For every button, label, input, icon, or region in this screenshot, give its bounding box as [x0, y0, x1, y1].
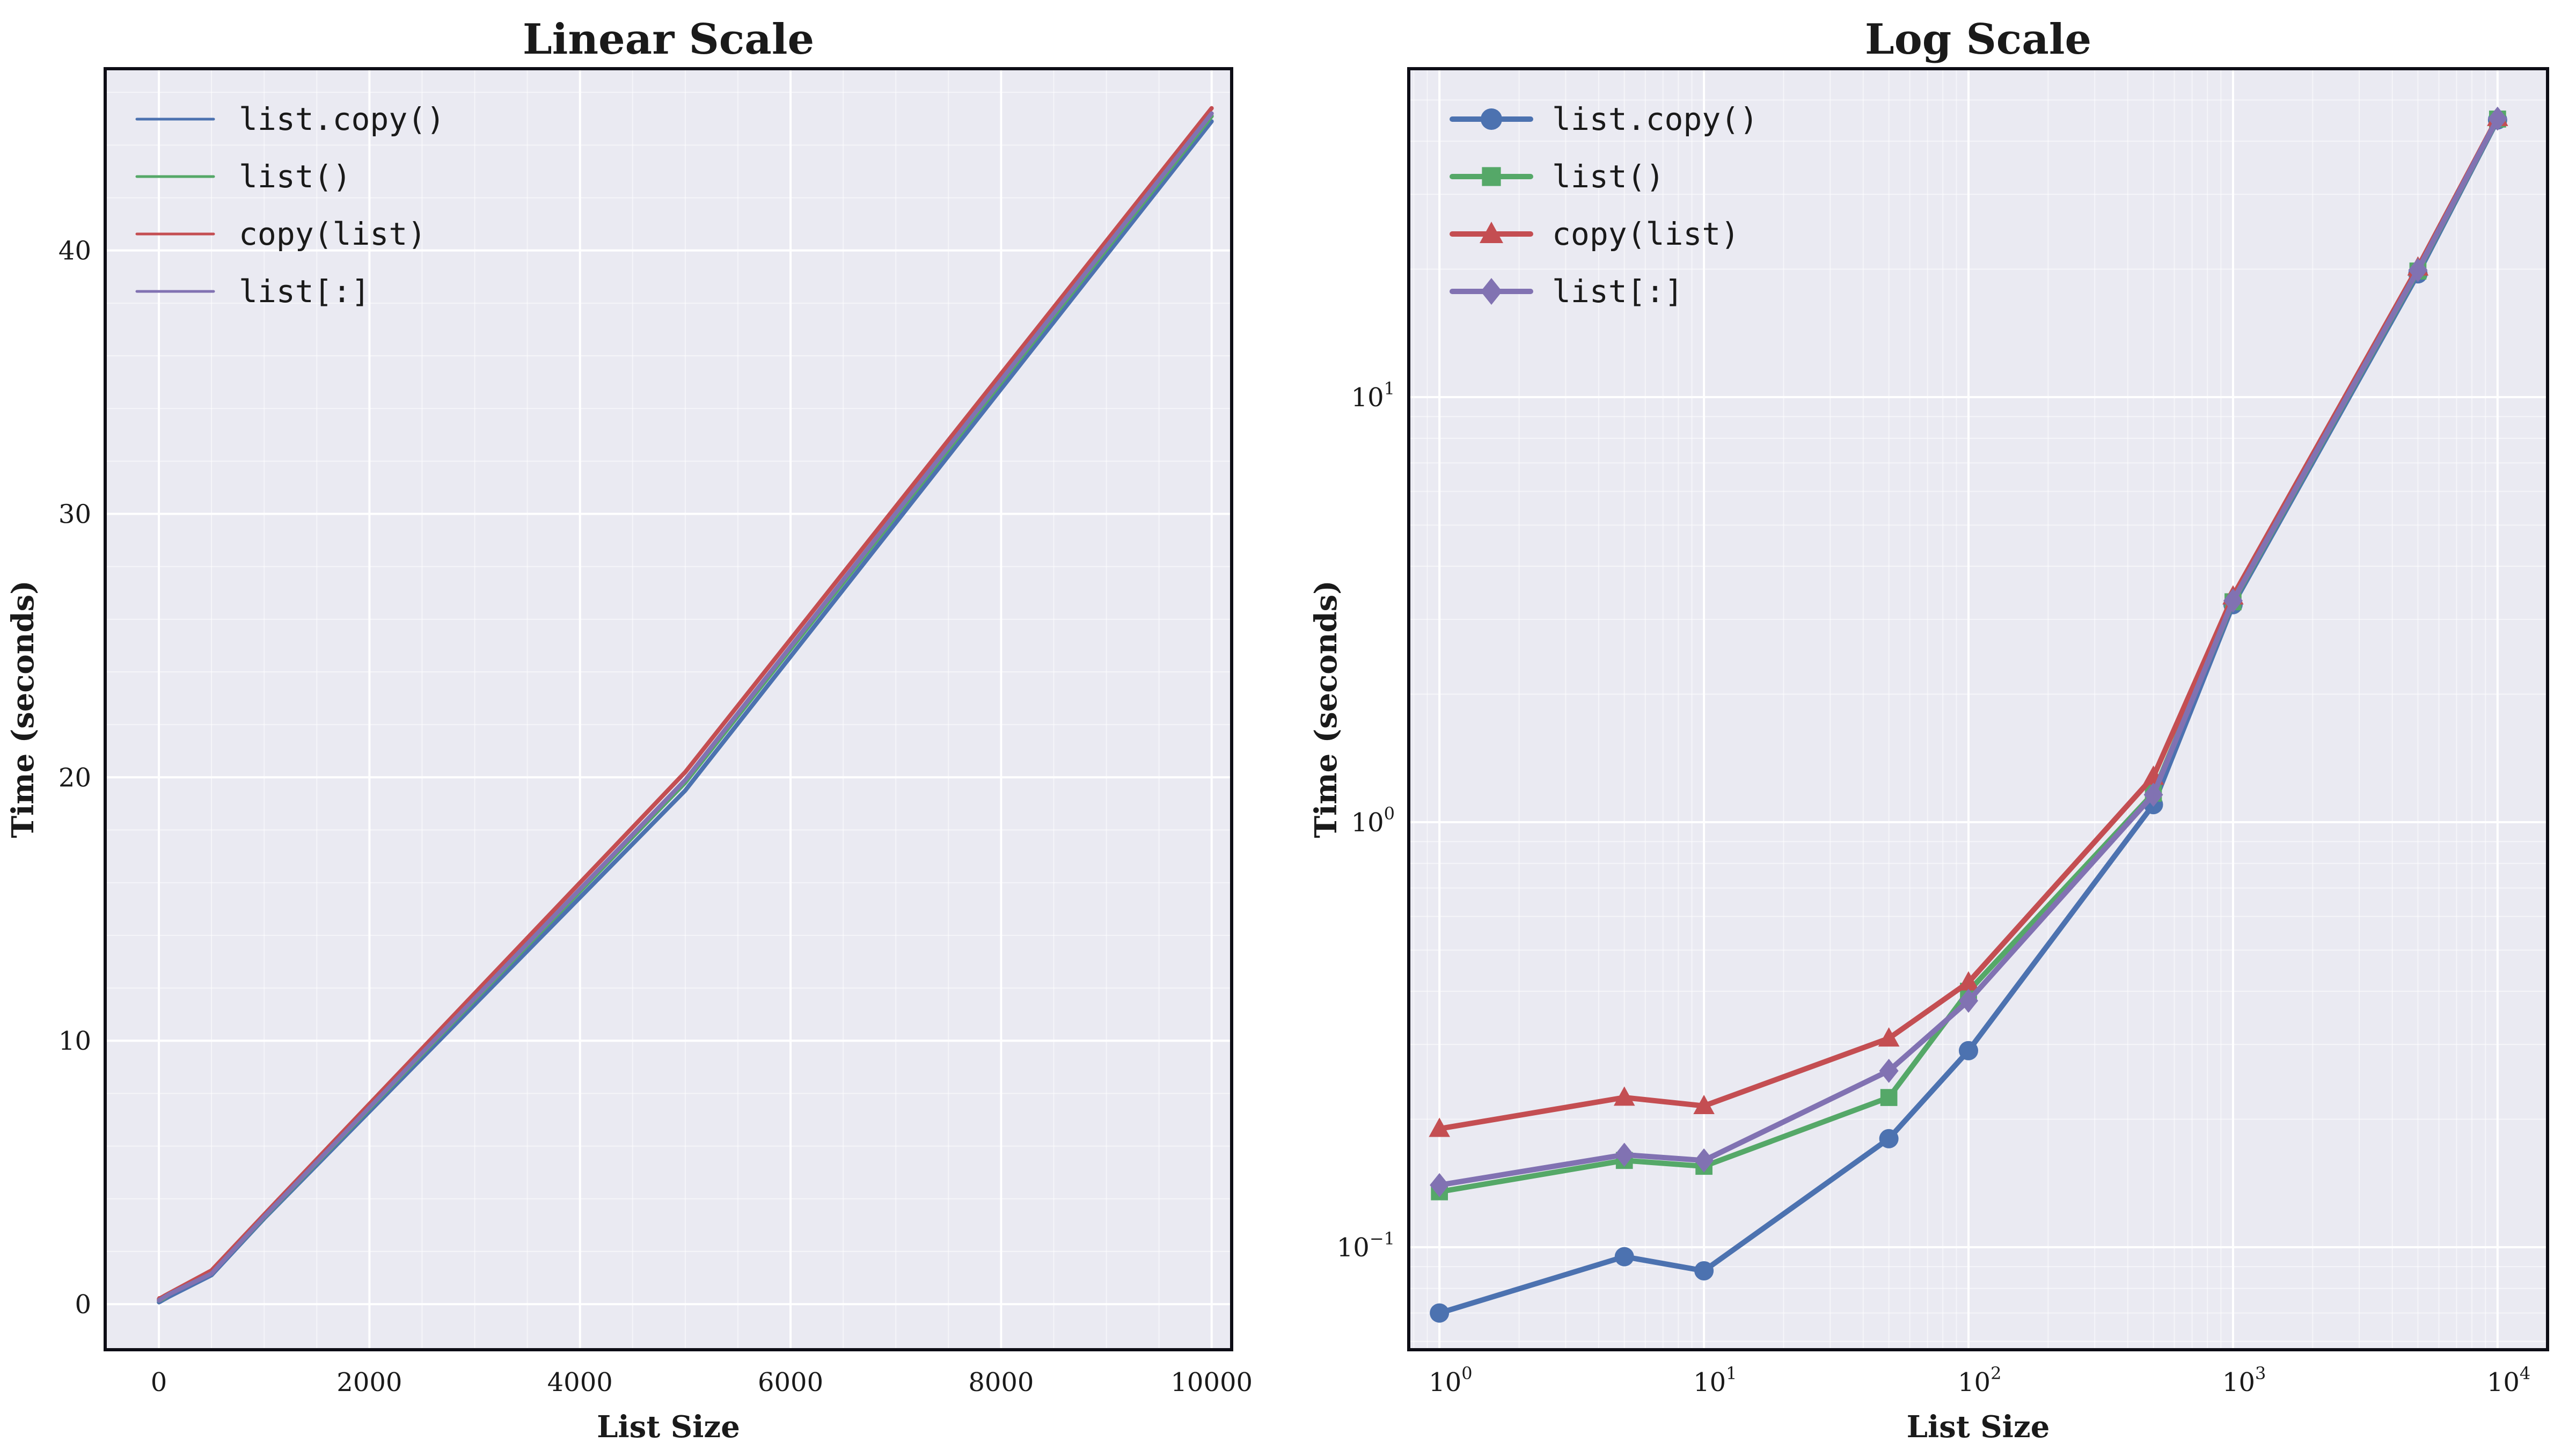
x-tick-label: 0	[151, 1367, 167, 1397]
plot-background	[1409, 69, 2548, 1350]
data-point-marker	[2143, 782, 2163, 807]
data-point-marker	[1878, 1027, 1900, 1047]
axes-spines	[1407, 67, 2549, 1351]
legend-label: list.copy()	[239, 101, 445, 137]
series-line	[157, 111, 1214, 1303]
data-point-marker	[1429, 1117, 1450, 1137]
data-point-marker	[1430, 1303, 1450, 1323]
x-tick-label: 6000	[758, 1367, 823, 1397]
data-point-marker	[1879, 1129, 1899, 1148]
data-point-marker	[1959, 1041, 1979, 1060]
legend-label: copy(list)	[1552, 216, 1739, 252]
x-tick-label: 103	[2222, 1363, 2266, 1397]
x-axis-label: List Size	[1907, 1409, 2050, 1445]
series-list	[157, 111, 1214, 1303]
data-point-marker	[1880, 1089, 1898, 1106]
data-point-marker	[1958, 971, 1979, 991]
axes-spines	[104, 67, 1233, 1351]
y-tick-label: 10−1	[1337, 1228, 1395, 1263]
x-tick-label: 104	[2487, 1363, 2530, 1397]
legend-item: list[:]	[1450, 273, 1683, 310]
legend-label: list[:]	[1552, 273, 1683, 310]
data-point-marker	[1693, 1094, 1715, 1114]
y-tick-label: 10	[58, 1026, 91, 1056]
x-axis-label: List Size	[597, 1409, 740, 1445]
legend-item: copy(list)	[1450, 216, 1739, 252]
log-scale-chart: Log Scale 100 101 102 103 104 101 100 10−1 List S…	[1308, 15, 2549, 1445]
legend-label: list.copy()	[1552, 101, 1758, 137]
legend-label: list()	[1552, 158, 1665, 195]
y-tick-label: 30	[58, 500, 91, 530]
x-tick-label: 101	[1693, 1363, 1737, 1397]
data-point-marker	[2408, 258, 2428, 282]
legend-item: copy(list)	[135, 216, 426, 252]
y-tick-label: 0	[75, 1290, 91, 1320]
data-point-marker	[1614, 1143, 1634, 1167]
x-tick-label: 10000	[1170, 1367, 1253, 1397]
data-point-marker	[1694, 1148, 1714, 1173]
legend: list.copy() list() copy(list) list[:]	[1450, 101, 1758, 310]
data-point-marker	[1430, 1173, 1450, 1197]
data-point-marker	[1613, 1086, 1635, 1106]
legend-item: list()	[1450, 158, 1665, 195]
y-tick-label: 101	[1351, 378, 1395, 413]
major-gridlines	[105, 69, 1232, 1350]
series-list	[1430, 106, 2507, 1197]
x-tick-label: 8000	[968, 1367, 1034, 1397]
y-tick-label: 40	[58, 236, 91, 266]
minor-gridlines	[1409, 69, 2548, 1350]
y-axis-label: Time (seconds)	[5, 580, 41, 838]
x-tick-label: 102	[1958, 1363, 2001, 1397]
y-tick-label: 20	[58, 763, 91, 793]
square-icon	[1482, 167, 1501, 186]
x-tick-label: 2000	[336, 1367, 402, 1397]
minor-gridlines	[105, 69, 1232, 1350]
legend-label: list[:]	[239, 273, 370, 310]
data-point-marker	[1694, 1261, 1714, 1280]
chart-title: Linear Scale	[523, 15, 814, 64]
data-point-marker	[2487, 106, 2507, 131]
chart-title: Log Scale	[1865, 15, 2091, 64]
y-tick-label: 100	[1351, 803, 1395, 838]
legend-label: copy(list)	[239, 216, 426, 252]
triangle-icon	[1480, 222, 1503, 243]
legend-item: list[:]	[135, 273, 370, 310]
circle-icon	[1481, 108, 1502, 130]
legend-label: list()	[239, 158, 352, 195]
x-tick-label: 4000	[547, 1367, 613, 1397]
major-gridlines	[1409, 69, 2548, 1350]
data-point-marker	[1879, 1058, 1899, 1083]
y-axis-label: Time (seconds)	[1308, 580, 1344, 838]
diamond-icon	[1481, 278, 1502, 305]
plot-background	[105, 69, 1232, 1350]
legend-item: list.copy()	[1450, 101, 1758, 137]
data-point-marker	[1959, 989, 1979, 1013]
legend-item: list.copy()	[135, 101, 445, 137]
data-point-marker	[2223, 588, 2243, 613]
linear-scale-chart: Linear Scale 0 2000 4000 6000 8000 10000 0 10 20 3…	[5, 15, 1253, 1445]
data-point-marker	[1614, 1247, 1634, 1267]
legend: list.copy() list() copy(list) list[:]	[135, 101, 445, 310]
x-tick-label: 100	[1429, 1363, 1472, 1397]
legend-item: list()	[135, 158, 352, 195]
